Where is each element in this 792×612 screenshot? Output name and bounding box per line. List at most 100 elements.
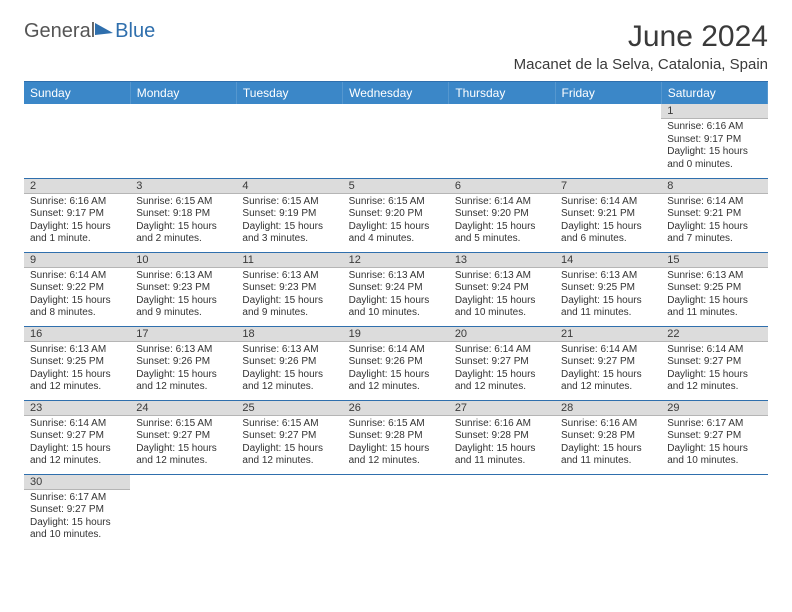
sunset-line: Sunset: 9:20 PM [455,208,549,221]
day-number: 3 [130,179,236,194]
logo-text-blue: Blue [115,20,155,43]
day-details: Sunrise: 6:15 AMSunset: 9:28 PMDaylight:… [343,416,449,472]
calendar-cell: 20Sunrise: 6:14 AMSunset: 9:27 PMDayligh… [449,326,555,400]
calendar-cell [449,104,555,178]
daylight-line: Daylight: 15 hours and 2 minutes. [136,221,230,246]
day-number: 13 [449,253,555,268]
calendar-cell [555,104,661,178]
calendar-cell: 25Sunrise: 6:15 AMSunset: 9:27 PMDayligh… [236,400,342,474]
sunset-line: Sunset: 9:27 PM [667,430,761,443]
sunrise-line: Sunrise: 6:16 AM [455,418,549,431]
calendar-cell: 5Sunrise: 6:15 AMSunset: 9:20 PMDaylight… [343,178,449,252]
day-number: 1 [661,104,767,119]
sunset-line: Sunset: 9:23 PM [136,282,230,295]
day-details: Sunrise: 6:16 AMSunset: 9:28 PMDaylight:… [449,416,555,472]
sunset-line: Sunset: 9:28 PM [349,430,443,443]
day-details: Sunrise: 6:13 AMSunset: 9:23 PMDaylight:… [236,268,342,324]
sunset-line: Sunset: 9:28 PM [561,430,655,443]
calendar-cell [24,104,130,178]
day-number: 27 [449,401,555,416]
calendar-cell: 23Sunrise: 6:14 AMSunset: 9:27 PMDayligh… [24,400,130,474]
sunset-line: Sunset: 9:21 PM [561,208,655,221]
daylight-line: Daylight: 15 hours and 12 minutes. [349,443,443,468]
daylight-line: Daylight: 15 hours and 11 minutes. [561,443,655,468]
day-header: Thursday [449,82,555,104]
location-label: Macanet de la Selva, Catalonia, Spain [514,56,768,73]
sunset-line: Sunset: 9:27 PM [667,356,761,369]
daylight-line: Daylight: 15 hours and 7 minutes. [667,221,761,246]
daylight-line: Daylight: 15 hours and 12 minutes. [30,369,124,394]
daylight-line: Daylight: 15 hours and 10 minutes. [30,517,124,542]
sunrise-line: Sunrise: 6:14 AM [30,270,124,283]
calendar-week: 30Sunrise: 6:17 AMSunset: 9:27 PMDayligh… [24,474,768,548]
day-details: Sunrise: 6:14 AMSunset: 9:22 PMDaylight:… [24,268,130,324]
day-details: Sunrise: 6:15 AMSunset: 9:19 PMDaylight:… [236,194,342,250]
daylight-line: Daylight: 15 hours and 9 minutes. [242,295,336,320]
calendar-cell: 19Sunrise: 6:14 AMSunset: 9:26 PMDayligh… [343,326,449,400]
calendar-cell: 28Sunrise: 6:16 AMSunset: 9:28 PMDayligh… [555,400,661,474]
sunset-line: Sunset: 9:24 PM [455,282,549,295]
day-details: Sunrise: 6:14 AMSunset: 9:26 PMDaylight:… [343,342,449,398]
calendar-cell: 7Sunrise: 6:14 AMSunset: 9:21 PMDaylight… [555,178,661,252]
day-header: Monday [130,82,236,104]
sunset-line: Sunset: 9:27 PM [561,356,655,369]
sunrise-line: Sunrise: 6:14 AM [561,196,655,209]
day-details: Sunrise: 6:14 AMSunset: 9:20 PMDaylight:… [449,194,555,250]
daylight-line: Daylight: 15 hours and 11 minutes. [561,295,655,320]
sunset-line: Sunset: 9:23 PM [242,282,336,295]
calendar-cell: 21Sunrise: 6:14 AMSunset: 9:27 PMDayligh… [555,326,661,400]
calendar-cell [449,474,555,548]
sunset-line: Sunset: 9:27 PM [136,430,230,443]
day-details: Sunrise: 6:13 AMSunset: 9:24 PMDaylight:… [343,268,449,324]
sunrise-line: Sunrise: 6:17 AM [667,418,761,431]
daylight-line: Daylight: 15 hours and 10 minutes. [349,295,443,320]
daylight-line: Daylight: 15 hours and 10 minutes. [667,443,761,468]
day-header: Sunday [24,82,130,104]
day-number: 7 [555,179,661,194]
day-number: 2 [24,179,130,194]
sunrise-line: Sunrise: 6:13 AM [455,270,549,283]
calendar-cell: 18Sunrise: 6:13 AMSunset: 9:26 PMDayligh… [236,326,342,400]
calendar-cell: 26Sunrise: 6:15 AMSunset: 9:28 PMDayligh… [343,400,449,474]
sunset-line: Sunset: 9:18 PM [136,208,230,221]
sunrise-line: Sunrise: 6:16 AM [30,196,124,209]
day-details: Sunrise: 6:13 AMSunset: 9:23 PMDaylight:… [130,268,236,324]
logo: General Blue [24,20,155,43]
calendar-cell: 8Sunrise: 6:14 AMSunset: 9:21 PMDaylight… [661,178,767,252]
calendar-cell: 10Sunrise: 6:13 AMSunset: 9:23 PMDayligh… [130,252,236,326]
sunset-line: Sunset: 9:27 PM [30,430,124,443]
sunrise-line: Sunrise: 6:13 AM [561,270,655,283]
day-number: 5 [343,179,449,194]
page-title: June 2024 [514,20,768,54]
day-details: Sunrise: 6:13 AMSunset: 9:26 PMDaylight:… [236,342,342,398]
sunrise-line: Sunrise: 6:13 AM [349,270,443,283]
day-details: Sunrise: 6:13 AMSunset: 9:26 PMDaylight:… [130,342,236,398]
daylight-line: Daylight: 15 hours and 10 minutes. [455,295,549,320]
day-number: 11 [236,253,342,268]
daylight-line: Daylight: 15 hours and 0 minutes. [667,146,761,171]
calendar-week: 9Sunrise: 6:14 AMSunset: 9:22 PMDaylight… [24,252,768,326]
day-number: 16 [24,327,130,342]
day-number: 29 [661,401,767,416]
calendar-cell [130,474,236,548]
sunrise-line: Sunrise: 6:15 AM [136,196,230,209]
sunrise-line: Sunrise: 6:13 AM [667,270,761,283]
sunset-line: Sunset: 9:27 PM [242,430,336,443]
daylight-line: Daylight: 15 hours and 12 minutes. [242,443,336,468]
calendar-cell: 9Sunrise: 6:14 AMSunset: 9:22 PMDaylight… [24,252,130,326]
calendar-cell: 24Sunrise: 6:15 AMSunset: 9:27 PMDayligh… [130,400,236,474]
calendar-week: 2Sunrise: 6:16 AMSunset: 9:17 PMDaylight… [24,178,768,252]
daylight-line: Daylight: 15 hours and 8 minutes. [30,295,124,320]
day-number: 24 [130,401,236,416]
sunrise-line: Sunrise: 6:13 AM [242,270,336,283]
sunrise-line: Sunrise: 6:14 AM [455,196,549,209]
day-details: Sunrise: 6:14 AMSunset: 9:27 PMDaylight:… [449,342,555,398]
calendar-cell: 1Sunrise: 6:16 AMSunset: 9:17 PMDaylight… [661,104,767,178]
day-number: 14 [555,253,661,268]
day-details: Sunrise: 6:14 AMSunset: 9:21 PMDaylight:… [661,194,767,250]
calendar-cell: 4Sunrise: 6:15 AMSunset: 9:19 PMDaylight… [236,178,342,252]
daylight-line: Daylight: 15 hours and 1 minute. [30,221,124,246]
day-details: Sunrise: 6:16 AMSunset: 9:17 PMDaylight:… [24,194,130,250]
calendar-week: 16Sunrise: 6:13 AMSunset: 9:25 PMDayligh… [24,326,768,400]
sunrise-line: Sunrise: 6:15 AM [349,196,443,209]
